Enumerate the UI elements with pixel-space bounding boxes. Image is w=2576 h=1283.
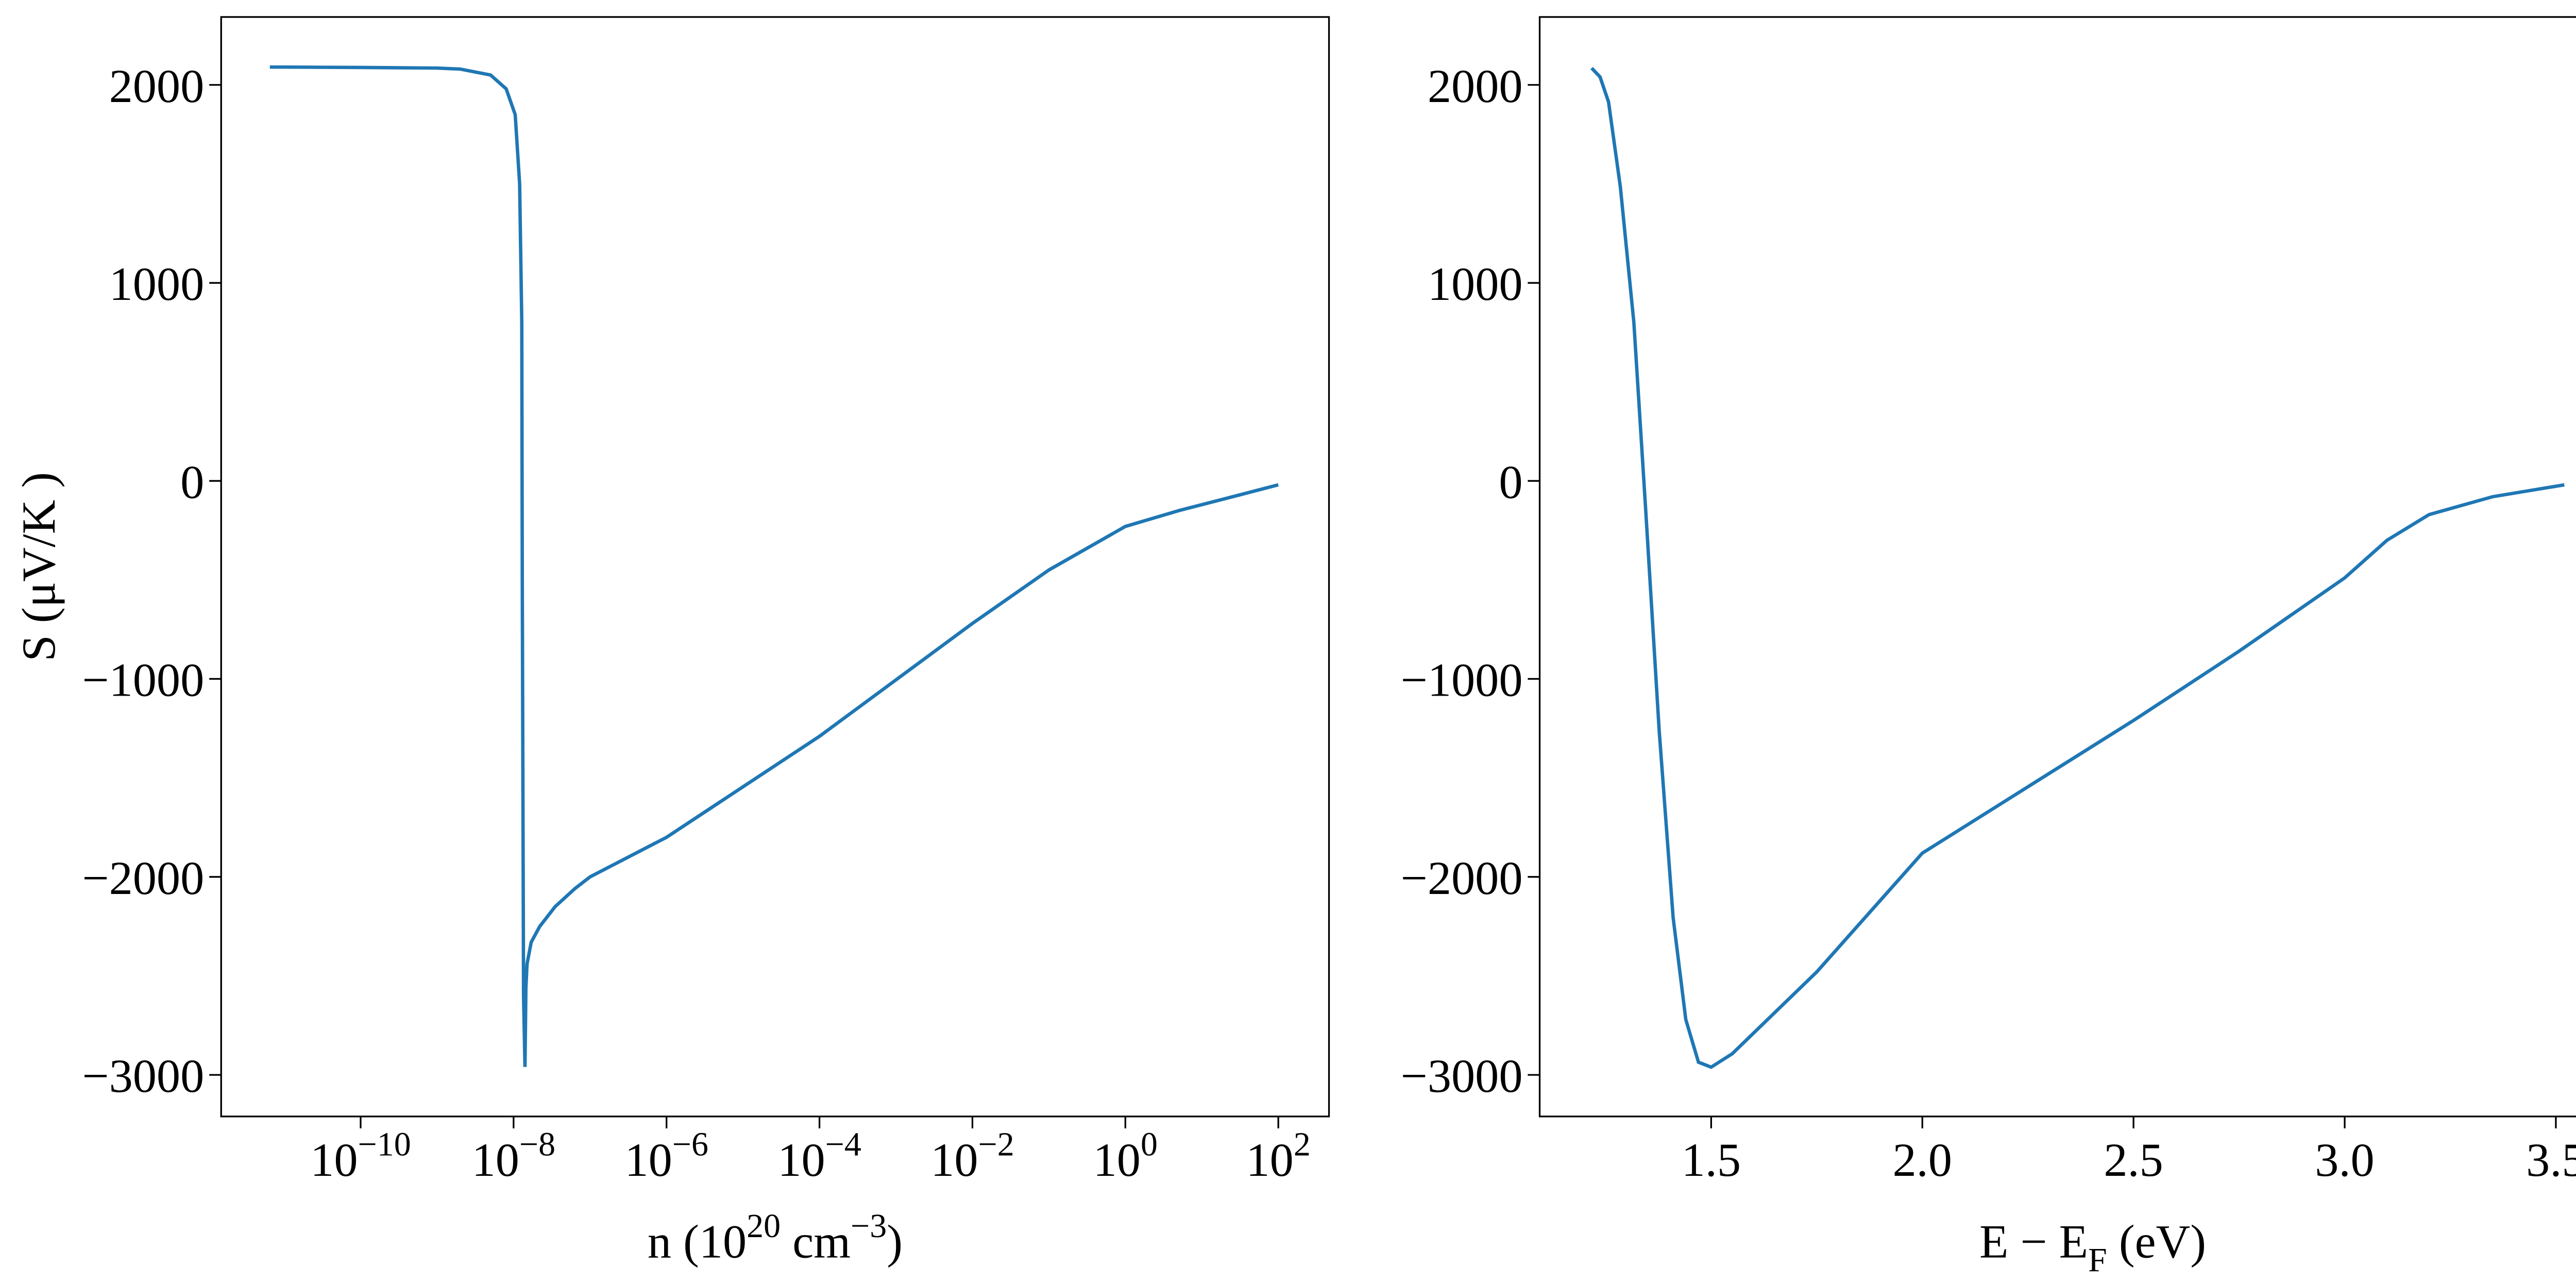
x-tick-label: 3.0 — [2315, 1134, 2374, 1186]
x-tick-label: 10−6 — [624, 1126, 708, 1187]
x-axis-label-part: n (10 — [648, 1216, 747, 1268]
x-axis-label: n (1020 cm−3) — [648, 1207, 903, 1268]
y-tick-label: −1000 — [82, 654, 205, 706]
x-tick-exponent: −6 — [672, 1126, 708, 1163]
x-tick-base: 10 — [930, 1134, 978, 1186]
y-tick-label: 1000 — [1428, 258, 1523, 310]
y-tick-label: −2000 — [82, 852, 205, 904]
x-tick-label: 10−2 — [930, 1126, 1014, 1187]
x-axis-label-part: −3 — [851, 1207, 887, 1245]
x-axis-label-part: ) — [887, 1216, 903, 1268]
x-tick-base: 10 — [1093, 1134, 1141, 1186]
x-tick-base: 10 — [1246, 1134, 1294, 1186]
plot-frame — [1538, 16, 2576, 1118]
x-tick-base: 1.5 — [1682, 1134, 1741, 1186]
x-tick-label: 100 — [1093, 1126, 1158, 1187]
x-tick-exponent: −2 — [978, 1126, 1014, 1163]
y-axis-label: S (μV/K ) — [12, 472, 65, 662]
x-tick-base: 2.5 — [2104, 1134, 2163, 1186]
x-tick-label: 1.5 — [1682, 1134, 1741, 1186]
x-axis-label-part: F — [2088, 1241, 2107, 1279]
data-line — [269, 65, 1279, 1067]
x-tick-label: 2.5 — [2104, 1134, 2163, 1186]
x-tick-base: 10 — [472, 1134, 519, 1186]
x-tick-base: 3.5 — [2526, 1134, 2576, 1186]
x-axis-label-part: cm — [781, 1216, 851, 1268]
y-tick-label: −3000 — [82, 1050, 205, 1102]
x-axis-label-part: (eV) — [2107, 1216, 2206, 1268]
x-axis-label: E − EF (eV) — [1979, 1216, 2206, 1279]
x-tick-base: 10 — [310, 1134, 358, 1186]
y-tick-label: −1000 — [1401, 654, 1523, 706]
data-line — [1590, 66, 2565, 1069]
x-tick-base: 3.0 — [2315, 1134, 2374, 1186]
x-tick-label: 102 — [1246, 1126, 1311, 1187]
x-tick-label: 2.0 — [1893, 1134, 1952, 1186]
x-tick-exponent: 0 — [1141, 1126, 1158, 1163]
y-tick-label: 0 — [1499, 455, 1522, 508]
y-tick-label: 2000 — [1428, 60, 1523, 112]
y-tick-label: 0 — [180, 455, 204, 508]
y-tick-label: 2000 — [109, 60, 205, 112]
x-tick-label: 10−4 — [777, 1126, 861, 1187]
plot-frame — [220, 16, 1330, 1118]
y-tick-label: 1000 — [109, 258, 205, 310]
x-tick-label: 10−8 — [472, 1126, 556, 1187]
x-tick-exponent: −10 — [358, 1126, 411, 1163]
x-axis-label-part: 20 — [747, 1207, 781, 1245]
x-tick-label: 10−10 — [310, 1126, 411, 1187]
x-tick-label: 3.5 — [2526, 1134, 2576, 1186]
x-tick-exponent: −8 — [519, 1126, 555, 1163]
y-tick-label: −2000 — [1401, 852, 1523, 904]
x-axis-label-part: E − E — [1979, 1216, 2088, 1268]
x-tick-base: 10 — [624, 1134, 672, 1186]
x-tick-base: 10 — [777, 1134, 825, 1186]
x-tick-exponent: 2 — [1294, 1126, 1311, 1163]
x-tick-exponent: −4 — [825, 1126, 861, 1163]
y-tick-label: −3000 — [1401, 1050, 1523, 1102]
x-tick-base: 2.0 — [1893, 1134, 1952, 1186]
